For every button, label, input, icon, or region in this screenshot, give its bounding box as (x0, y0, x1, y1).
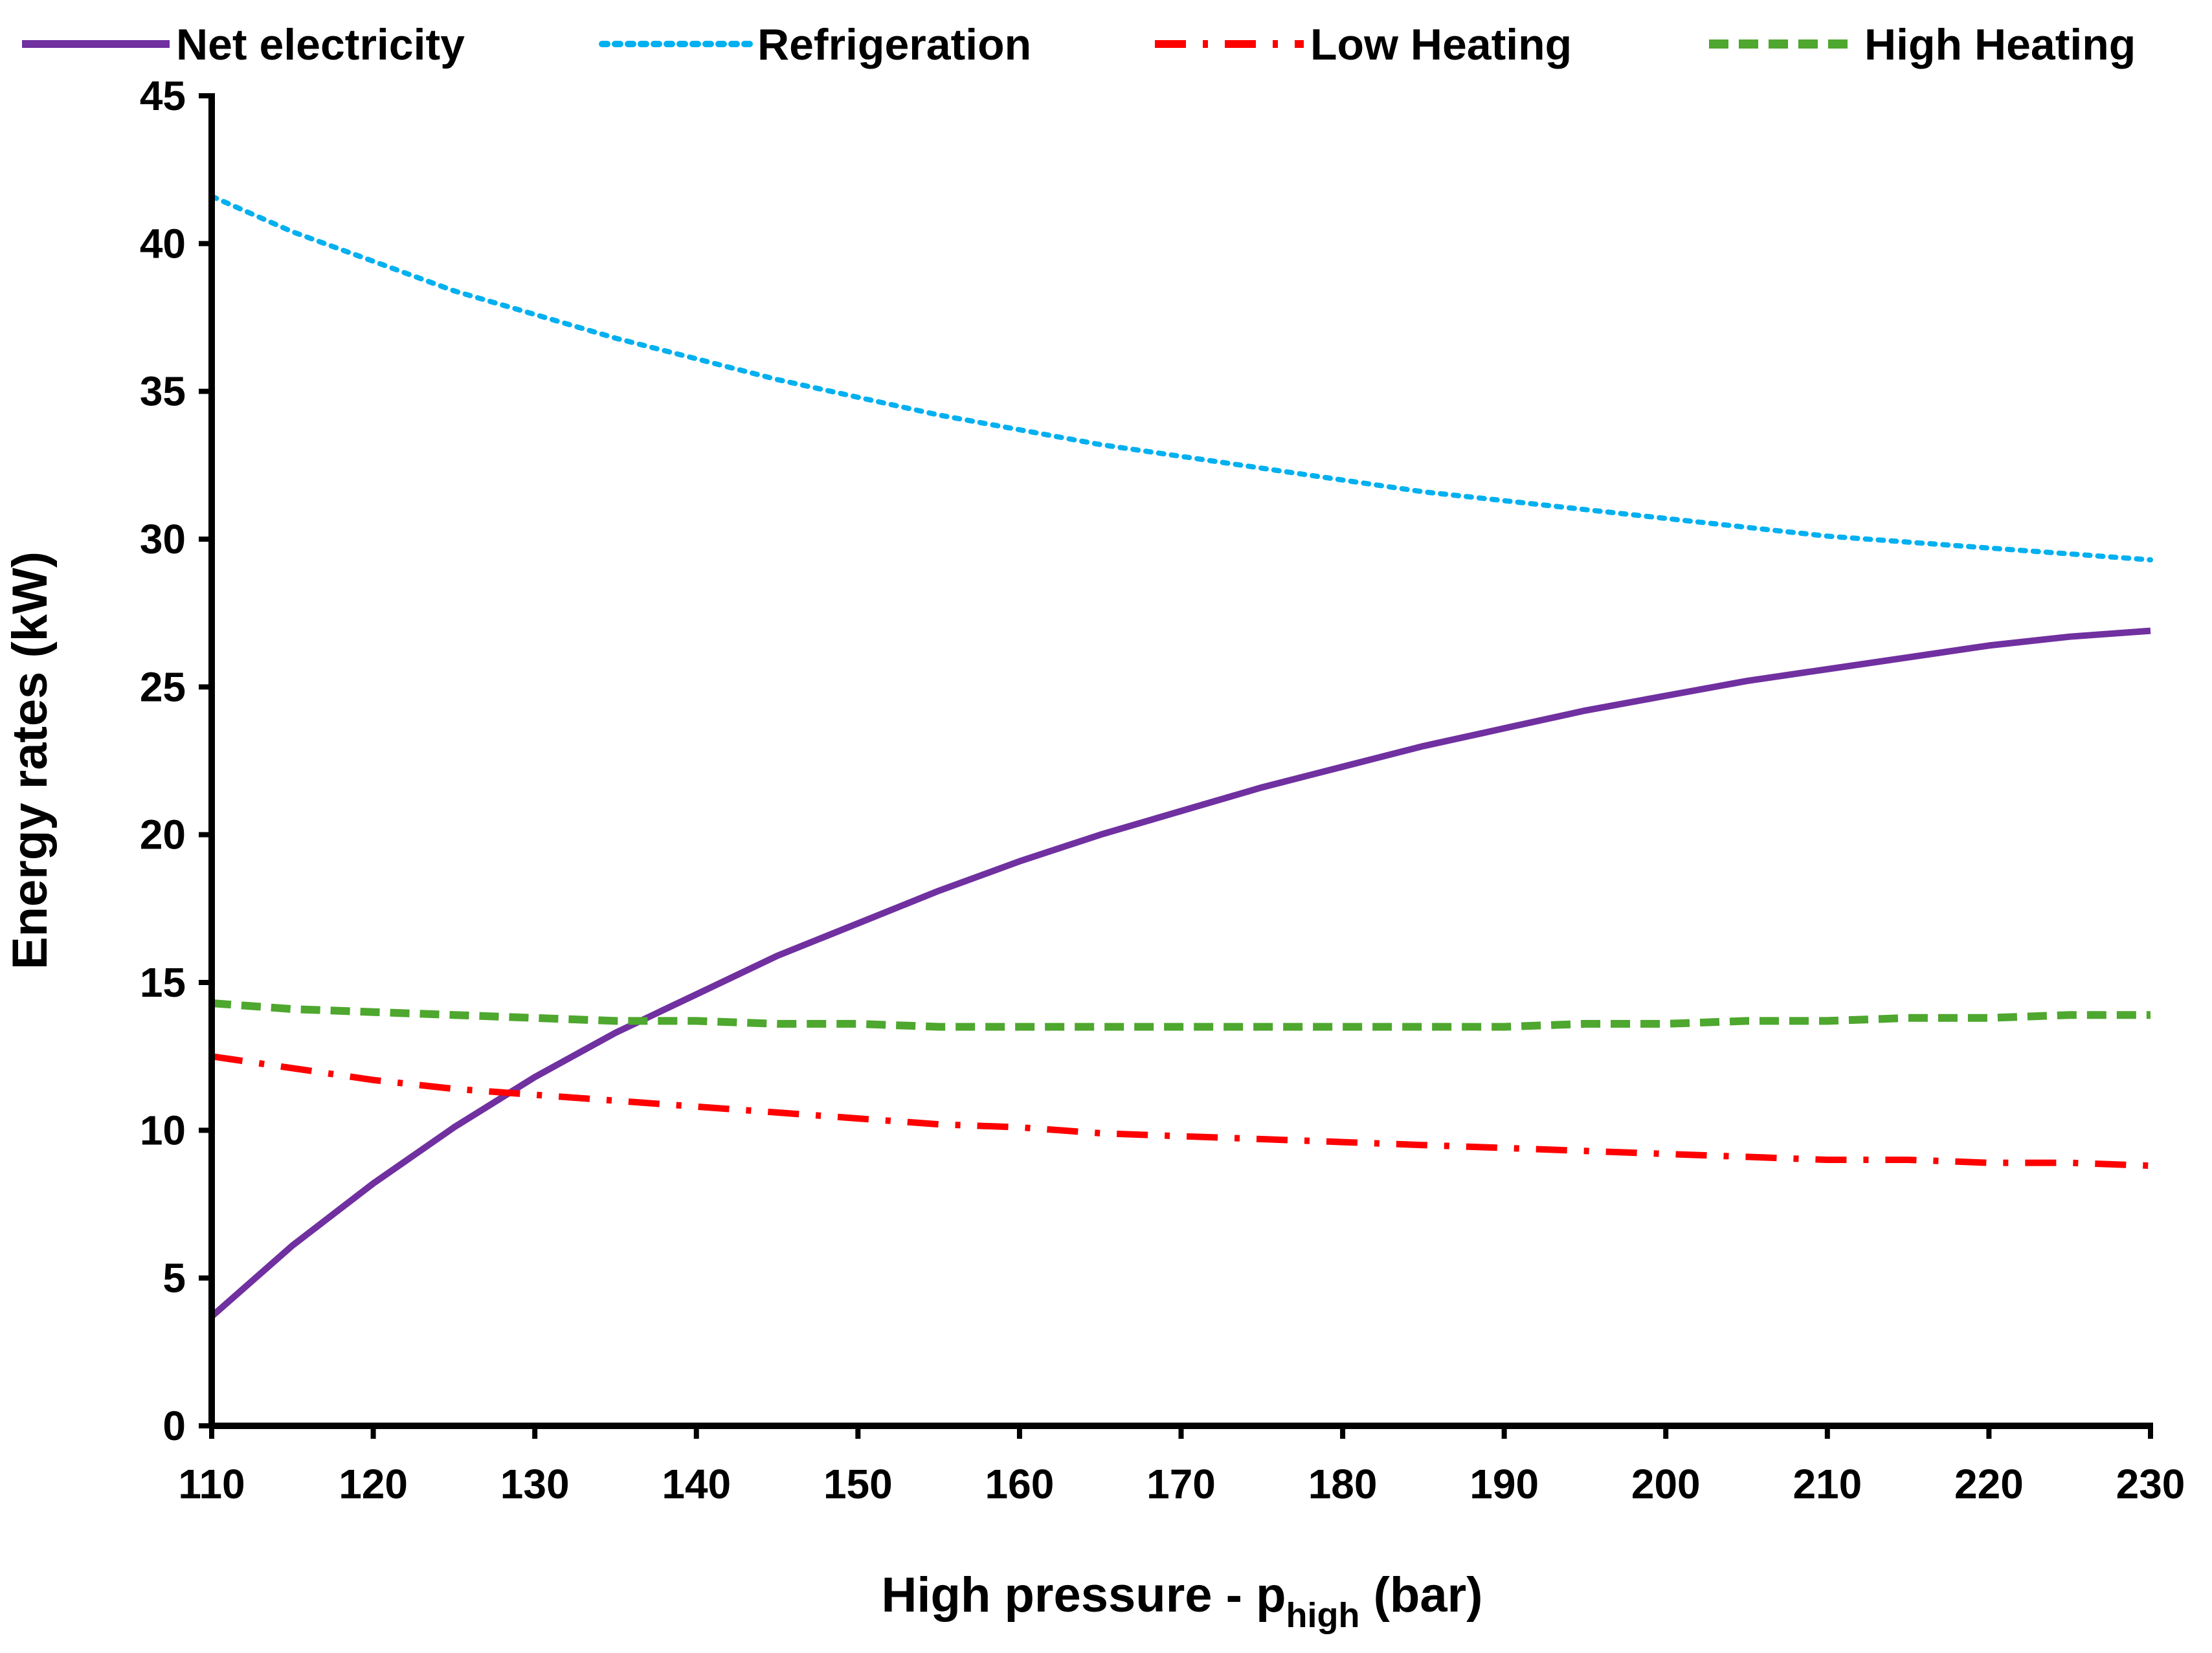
y-tick-label: 0 (162, 1403, 186, 1449)
y-tick-label: 25 (140, 663, 186, 710)
legend-label-net-electricity: Net electricity (176, 20, 465, 69)
x-tick-label: 140 (662, 1461, 731, 1507)
legend-label-high-heating: High Heating (1864, 20, 2136, 69)
legend-label-refrigeration: Refrigeration (757, 20, 1031, 69)
series-layer (209, 194, 2153, 1319)
x-axis-title: High pressure - phigh (bar) (882, 1568, 1483, 1635)
x-axis-title-main: High pressure - p (882, 1568, 1286, 1623)
x-tick-label: 170 (1146, 1461, 1216, 1507)
x-tick-label: 230 (2116, 1461, 2185, 1507)
series-line-net-electricity (209, 627, 2151, 1319)
x-tick-label: 130 (500, 1461, 570, 1507)
tick-labels: 0 5 10 15 20 25 30 35 40 45 110 120 130 140 150 160 170 1… (140, 72, 2185, 1507)
x-tick-label: 190 (1469, 1461, 1539, 1507)
y-tick-label: 5 (162, 1255, 186, 1302)
x-tick-label: 210 (1793, 1461, 1862, 1507)
y-tick-label: 35 (140, 368, 186, 415)
axes (199, 93, 2153, 1439)
series-line-refrigeration (209, 194, 2153, 562)
y-axis-title: Energy rates (kW) (3, 551, 58, 970)
y-tick-label: 30 (140, 516, 186, 562)
legend-label-low-heating: Low Heating (1310, 20, 1572, 69)
x-tick-label: 160 (985, 1461, 1055, 1507)
series-line-low-heating (211, 1053, 2151, 1170)
series-line-high-heating (211, 999, 2151, 1031)
y-tick-label: 40 (140, 220, 186, 267)
y-tick-label: 10 (140, 1107, 186, 1153)
y-tick-label: 45 (140, 72, 186, 119)
x-tick-label: 180 (1308, 1461, 1378, 1507)
x-tick-label: 150 (823, 1461, 893, 1507)
x-tick-label: 110 (178, 1461, 245, 1507)
legend: Net electricity Refrigeration Low Heating H… (22, 20, 2136, 69)
x-axis-title-suffix: (bar) (1359, 1568, 1482, 1623)
y-tick-label: 15 (140, 959, 186, 1006)
x-tick-label: 200 (1631, 1461, 1701, 1507)
y-tick-label: 20 (140, 812, 186, 858)
x-axis-title-subscript: high (1286, 1596, 1360, 1635)
x-tick-label: 220 (1954, 1461, 2024, 1507)
x-tick-label: 120 (339, 1461, 408, 1507)
